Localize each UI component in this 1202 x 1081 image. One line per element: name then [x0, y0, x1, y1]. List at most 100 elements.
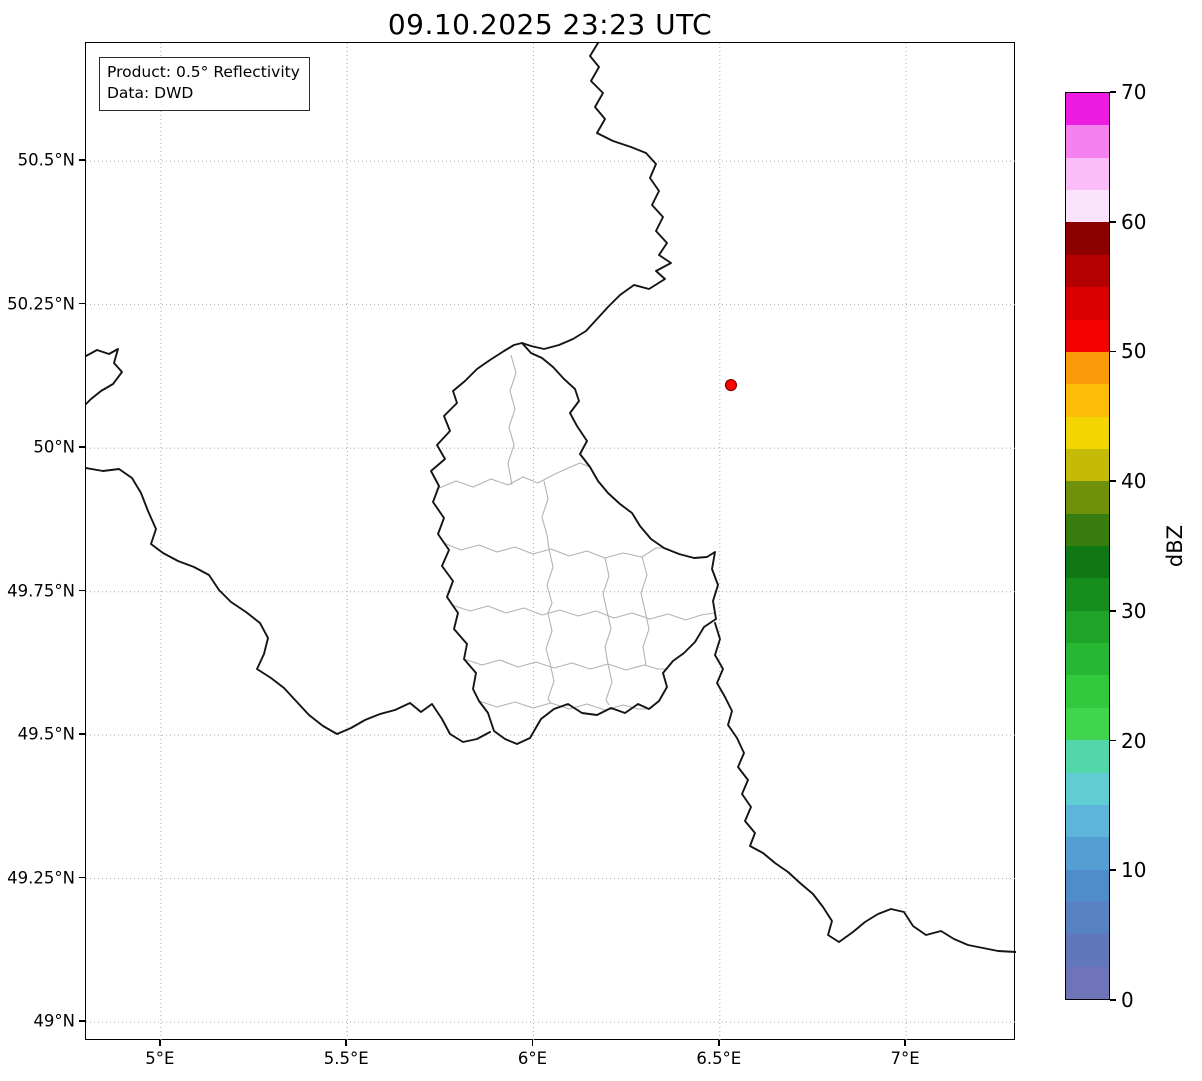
x-tick-mark — [159, 1040, 161, 1046]
colorbar-segment — [1066, 901, 1109, 935]
y-tick-mark — [79, 1020, 85, 1022]
colorbar-segment — [1066, 837, 1109, 870]
map-plot: Product: 0.5° Reflectivity Data: DWD — [85, 42, 1016, 1041]
colorbar-segment — [1066, 513, 1109, 547]
y-tick-mark — [79, 589, 85, 592]
national-borders — [86, 43, 1016, 953]
colorbar-segment — [1066, 319, 1109, 352]
x-tick-mark — [717, 1040, 720, 1046]
colorbar-segment — [1066, 287, 1109, 320]
y-tick-label: 49.75°N — [7, 581, 75, 601]
colorbar-tick-mark — [1110, 220, 1116, 223]
y-tick-mark — [79, 446, 85, 448]
x-tick-label: 5°E — [145, 1049, 175, 1068]
y-tick-label: 49.25°N — [7, 868, 75, 888]
y-tick-label: 49°N — [33, 1011, 75, 1031]
colorbar-tick-label: 50 — [1121, 339, 1147, 364]
colorbar-segment — [1066, 578, 1109, 611]
y-tick-mark — [79, 159, 85, 162]
colorbar-segment — [1066, 384, 1109, 417]
colorbar-tick-mark — [1110, 610, 1116, 612]
y-tick-label: 50.5°N — [17, 150, 75, 170]
x-tick-label: 7°E — [890, 1049, 920, 1068]
canton-border — [602, 557, 610, 612]
colorbar-segment — [1066, 772, 1109, 805]
colorbar-segment — [1066, 125, 1109, 158]
colorbar-segment — [1066, 351, 1109, 385]
colorbar-segment — [1066, 416, 1109, 449]
canton-border — [640, 556, 648, 612]
colorbar-segment — [1066, 934, 1109, 967]
y-tick-mark — [79, 876, 85, 879]
colorbar-axis-label: dBZ — [1163, 524, 1187, 568]
colorbar-segment — [1066, 966, 1109, 1000]
canton-border — [604, 610, 612, 665]
colorbar-tick-mark — [1110, 480, 1116, 482]
colorbar-tick-label: 0 — [1121, 988, 1134, 1012]
luxembourg-border — [430, 342, 719, 745]
canton-border — [478, 700, 649, 711]
colorbar-tick-mark — [1110, 91, 1116, 93]
x-tick-mark — [904, 1040, 906, 1046]
colorbar-segment — [1066, 707, 1109, 741]
map-canvas — [86, 43, 1016, 1041]
colorbar-segment — [1066, 481, 1109, 514]
colorbar-tick-label: 60 — [1121, 209, 1147, 234]
colorbar-tick-mark — [1110, 739, 1116, 742]
colorbar-tick-label: 70 — [1121, 80, 1147, 104]
country-border-north — [521, 43, 672, 350]
colorbar-tick-mark — [1110, 869, 1116, 872]
colorbar-tick-label: 10 — [1121, 858, 1147, 883]
colorbar-segment — [1066, 643, 1109, 676]
colorbar-segment — [1066, 222, 1109, 255]
canton-border — [605, 663, 613, 706]
data-source-label: Data: DWD — [107, 84, 194, 103]
canton-border — [545, 612, 553, 664]
country-border-west-pocket — [86, 348, 123, 405]
info-box: Product: 0.5° Reflectivity Data: DWD — [99, 57, 310, 111]
colorbar-segment — [1066, 740, 1109, 773]
x-tick-label: 6°E — [517, 1049, 548, 1068]
canton-border — [547, 662, 555, 704]
colorbar-segment — [1066, 93, 1109, 126]
x-tick-label: 6.5°E — [696, 1049, 742, 1068]
canton-border — [443, 542, 664, 559]
x-tick-mark — [345, 1040, 347, 1046]
canton-borders — [438, 354, 715, 711]
y-tick-label: 49.5°N — [17, 724, 75, 744]
x-tick-label: 5.5°E — [323, 1049, 369, 1068]
colorbar-segment — [1066, 254, 1109, 288]
x-tick-mark — [531, 1040, 534, 1046]
y-tick-mark — [79, 302, 85, 305]
colorbar-segment — [1066, 804, 1109, 838]
canton-border — [541, 480, 550, 550]
country-border-southeast — [714, 622, 1016, 953]
canton-border — [546, 548, 554, 614]
colorbar-segment — [1066, 869, 1109, 902]
colorbar-tick-mark — [1110, 999, 1116, 1001]
colorbar — [1065, 92, 1110, 1000]
figure-title: 09.10.2025 23:23 UTC — [387, 8, 713, 41]
country-border-southwest — [86, 467, 491, 743]
colorbar-segment — [1066, 675, 1109, 708]
y-tick-mark — [79, 733, 85, 735]
colorbar-segment — [1066, 157, 1109, 191]
y-tick-label: 50°N — [33, 437, 75, 457]
canton-border — [463, 658, 666, 671]
colorbar-tick-label: 40 — [1121, 469, 1147, 494]
colorbar-segment — [1066, 610, 1109, 644]
product-label: Product: 0.5° Reflectivity — [107, 63, 300, 81]
grid-lines — [86, 43, 1016, 1041]
canton-border — [642, 610, 650, 666]
colorbar-segment — [1066, 190, 1109, 223]
colorbar-tick-label: 20 — [1121, 728, 1147, 753]
y-tick-label: 50.25°N — [7, 294, 75, 314]
colorbar-tick-label: 30 — [1121, 598, 1147, 623]
canton-border — [507, 354, 517, 486]
colorbar-segment — [1066, 546, 1109, 579]
colorbar-tick-mark — [1110, 350, 1116, 353]
canton-border — [451, 604, 715, 621]
canton-border — [438, 462, 591, 489]
colorbar-segment — [1066, 448, 1109, 482]
